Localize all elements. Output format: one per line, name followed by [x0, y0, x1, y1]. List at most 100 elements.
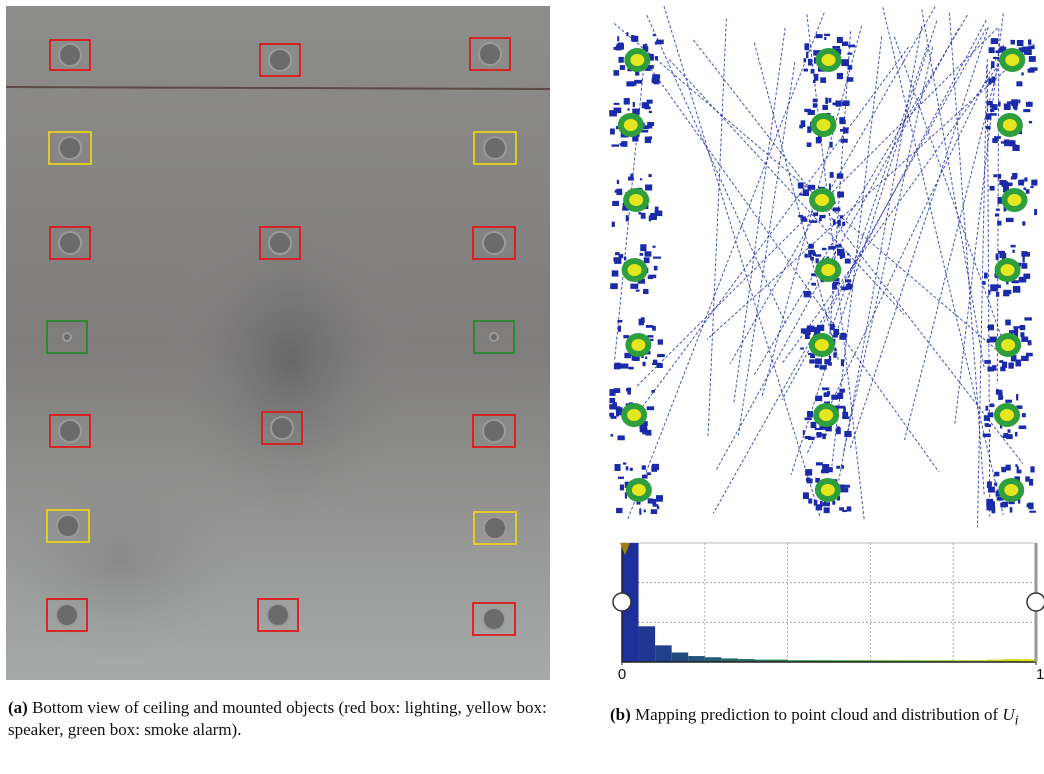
scan-points [626, 466, 629, 470]
scan-points [804, 43, 809, 50]
scan-points [626, 32, 628, 36]
scan-points [1004, 139, 1009, 146]
scan-points [842, 102, 849, 106]
scan-points [829, 98, 832, 103]
scan-points [992, 506, 996, 513]
scan-points [618, 477, 624, 479]
histogram-bar [639, 626, 656, 662]
scan-points [623, 462, 626, 464]
scan-points [999, 360, 1003, 363]
scan-points [1024, 51, 1029, 55]
fixture-core [1000, 409, 1014, 421]
scan-points [842, 41, 848, 46]
scan-points [1015, 432, 1018, 436]
scan-points [654, 78, 660, 85]
scan-points [816, 462, 823, 465]
scan-points [613, 70, 619, 76]
scan-points [655, 207, 659, 213]
scan-points [994, 472, 999, 476]
scan-points [990, 501, 995, 506]
scan-points [1005, 320, 1011, 326]
scan-points [1016, 81, 1022, 86]
fixture [479, 43, 501, 65]
scan-points [844, 431, 851, 437]
fixture-core [629, 194, 643, 206]
fixture-core [822, 54, 836, 66]
scan-points [847, 506, 852, 511]
scan-points [1016, 394, 1018, 401]
scan-points [645, 251, 652, 256]
scan-points [832, 283, 837, 289]
scan-points [824, 34, 830, 36]
scan-points [1021, 72, 1023, 75]
scan-points [1000, 503, 1005, 508]
scan-points [614, 103, 620, 105]
scan-points [631, 35, 634, 41]
scan-points [626, 81, 634, 86]
scan-points [822, 248, 827, 250]
scan-points [610, 416, 616, 419]
scan-points [1010, 507, 1013, 512]
scan-points [841, 333, 847, 340]
scan-points [1026, 189, 1030, 194]
scan-points [820, 77, 826, 83]
scan-points [1014, 108, 1017, 111]
scan-points [833, 219, 836, 225]
scan-points [841, 359, 844, 366]
scan-points [1020, 332, 1024, 337]
scan-points [612, 270, 619, 276]
caption-label: (b) [610, 705, 631, 724]
fixture-core [815, 194, 829, 206]
scan-points [816, 504, 822, 510]
scan-points [814, 327, 820, 334]
scan-points [644, 107, 650, 110]
scan-points [1012, 250, 1014, 253]
scan-points [809, 359, 815, 363]
scan-points [1000, 396, 1003, 399]
scan-points [652, 499, 656, 504]
scan-points [647, 122, 654, 126]
scan-points [807, 411, 813, 417]
scan-points [991, 76, 995, 82]
fixture [269, 232, 291, 254]
scan-points [845, 259, 851, 264]
scan-points [1022, 221, 1025, 225]
scan-points [1023, 109, 1030, 112]
scan-points [1021, 356, 1029, 361]
scan-points [841, 59, 849, 66]
scan-points [1026, 353, 1033, 357]
scan-points [618, 326, 621, 332]
scan-points [836, 466, 840, 469]
scan-points [838, 220, 841, 226]
scan-points [609, 404, 617, 409]
scan-points [824, 37, 826, 40]
scan-points [643, 362, 646, 366]
scan-points [842, 416, 849, 419]
scan-points [650, 215, 657, 218]
caption-label: (a) [8, 698, 28, 717]
scan-points [808, 251, 811, 258]
scan-points [848, 45, 855, 48]
scan-points [847, 253, 849, 255]
scan-points [805, 333, 810, 339]
scan-points [648, 174, 651, 177]
scan-points [990, 284, 998, 291]
scan-points [1029, 101, 1031, 105]
scan-points [996, 292, 999, 297]
scan-points [986, 126, 991, 129]
scan-points [1006, 465, 1011, 471]
scan-points [1023, 187, 1026, 189]
scan-points [828, 246, 835, 250]
scan-points [628, 177, 634, 181]
scan-points [1012, 173, 1017, 178]
scan-points [658, 339, 663, 344]
fixture [59, 137, 81, 159]
scan-points [651, 509, 657, 514]
scan-points [616, 412, 619, 417]
scan-points [643, 289, 648, 294]
caption-text: Mapping prediction to point cloud and di… [635, 705, 998, 724]
scan-points [640, 178, 642, 180]
fixture-core [624, 119, 638, 131]
scan-points [987, 367, 994, 372]
scan-points [837, 192, 844, 198]
